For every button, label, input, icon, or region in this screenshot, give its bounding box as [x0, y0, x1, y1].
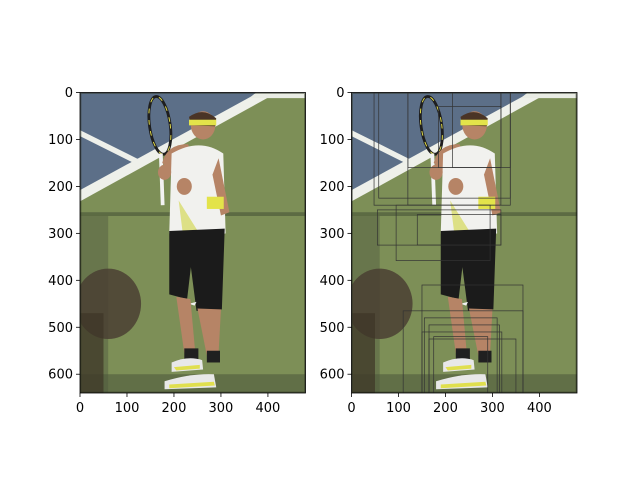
left-tennis-image	[80, 92, 306, 393]
bounding-box	[452, 92, 511, 168]
left-y-tick-label: 400	[48, 274, 73, 289]
bounding-box	[428, 338, 517, 393]
left-y-tick-label: 100	[48, 133, 73, 148]
left-y-tick-label: 600	[48, 368, 73, 383]
left-x-tick-label: 100	[115, 401, 140, 416]
right-image-panel: 0 100 200 300 400 0 100 200 300 400 500 600	[320, 86, 578, 416]
left-x-tick-label: 300	[209, 401, 234, 416]
left-y-tick-label: 0	[65, 86, 73, 101]
bounding-box	[416, 214, 502, 246]
right-tennis-image	[351, 92, 577, 393]
left-y-tick-label: 200	[48, 180, 73, 195]
right-y-tick-label: 0	[336, 86, 344, 101]
right-axes-frame	[351, 92, 578, 394]
bounding-box	[402, 310, 524, 393]
left-x-tick-label: 0	[76, 401, 84, 416]
left-axis-ticks: 0 100 200 300 400 0 100 200 300 400 500 600	[48, 86, 280, 416]
right-x-tick-label: 0	[347, 401, 355, 416]
right-x-tick-label: 300	[480, 401, 505, 416]
bounding-box	[433, 336, 489, 393]
right-y-tick-label: 300	[320, 227, 345, 242]
bounding-box	[421, 331, 503, 393]
left-y-tick-label: 500	[48, 321, 73, 336]
right-axis-ticks: 0 100 200 300 400 0 100 200 300 400 500 600	[320, 86, 552, 416]
right-x-tick-label: 200	[433, 401, 458, 416]
bounding-boxes	[373, 92, 524, 393]
right-y-tick-label: 200	[320, 180, 345, 195]
left-x-tick-label: 400	[256, 401, 281, 416]
bounding-box	[423, 317, 498, 393]
left-x-tick-label: 200	[162, 401, 187, 416]
right-y-tick-label: 600	[320, 368, 345, 383]
right-x-tick-label: 100	[386, 401, 411, 416]
bounding-box	[395, 204, 491, 261]
left-axes-frame	[79, 92, 306, 394]
right-y-tick-label: 400	[320, 274, 345, 289]
right-x-tick-label: 400	[527, 401, 552, 416]
left-image-panel: 0 100 200 300 400 0 100 200 300 400 500 600	[48, 86, 306, 416]
right-y-tick-label: 100	[320, 133, 345, 148]
left-y-tick-label: 300	[48, 227, 73, 242]
right-y-tick-label: 500	[320, 321, 345, 336]
